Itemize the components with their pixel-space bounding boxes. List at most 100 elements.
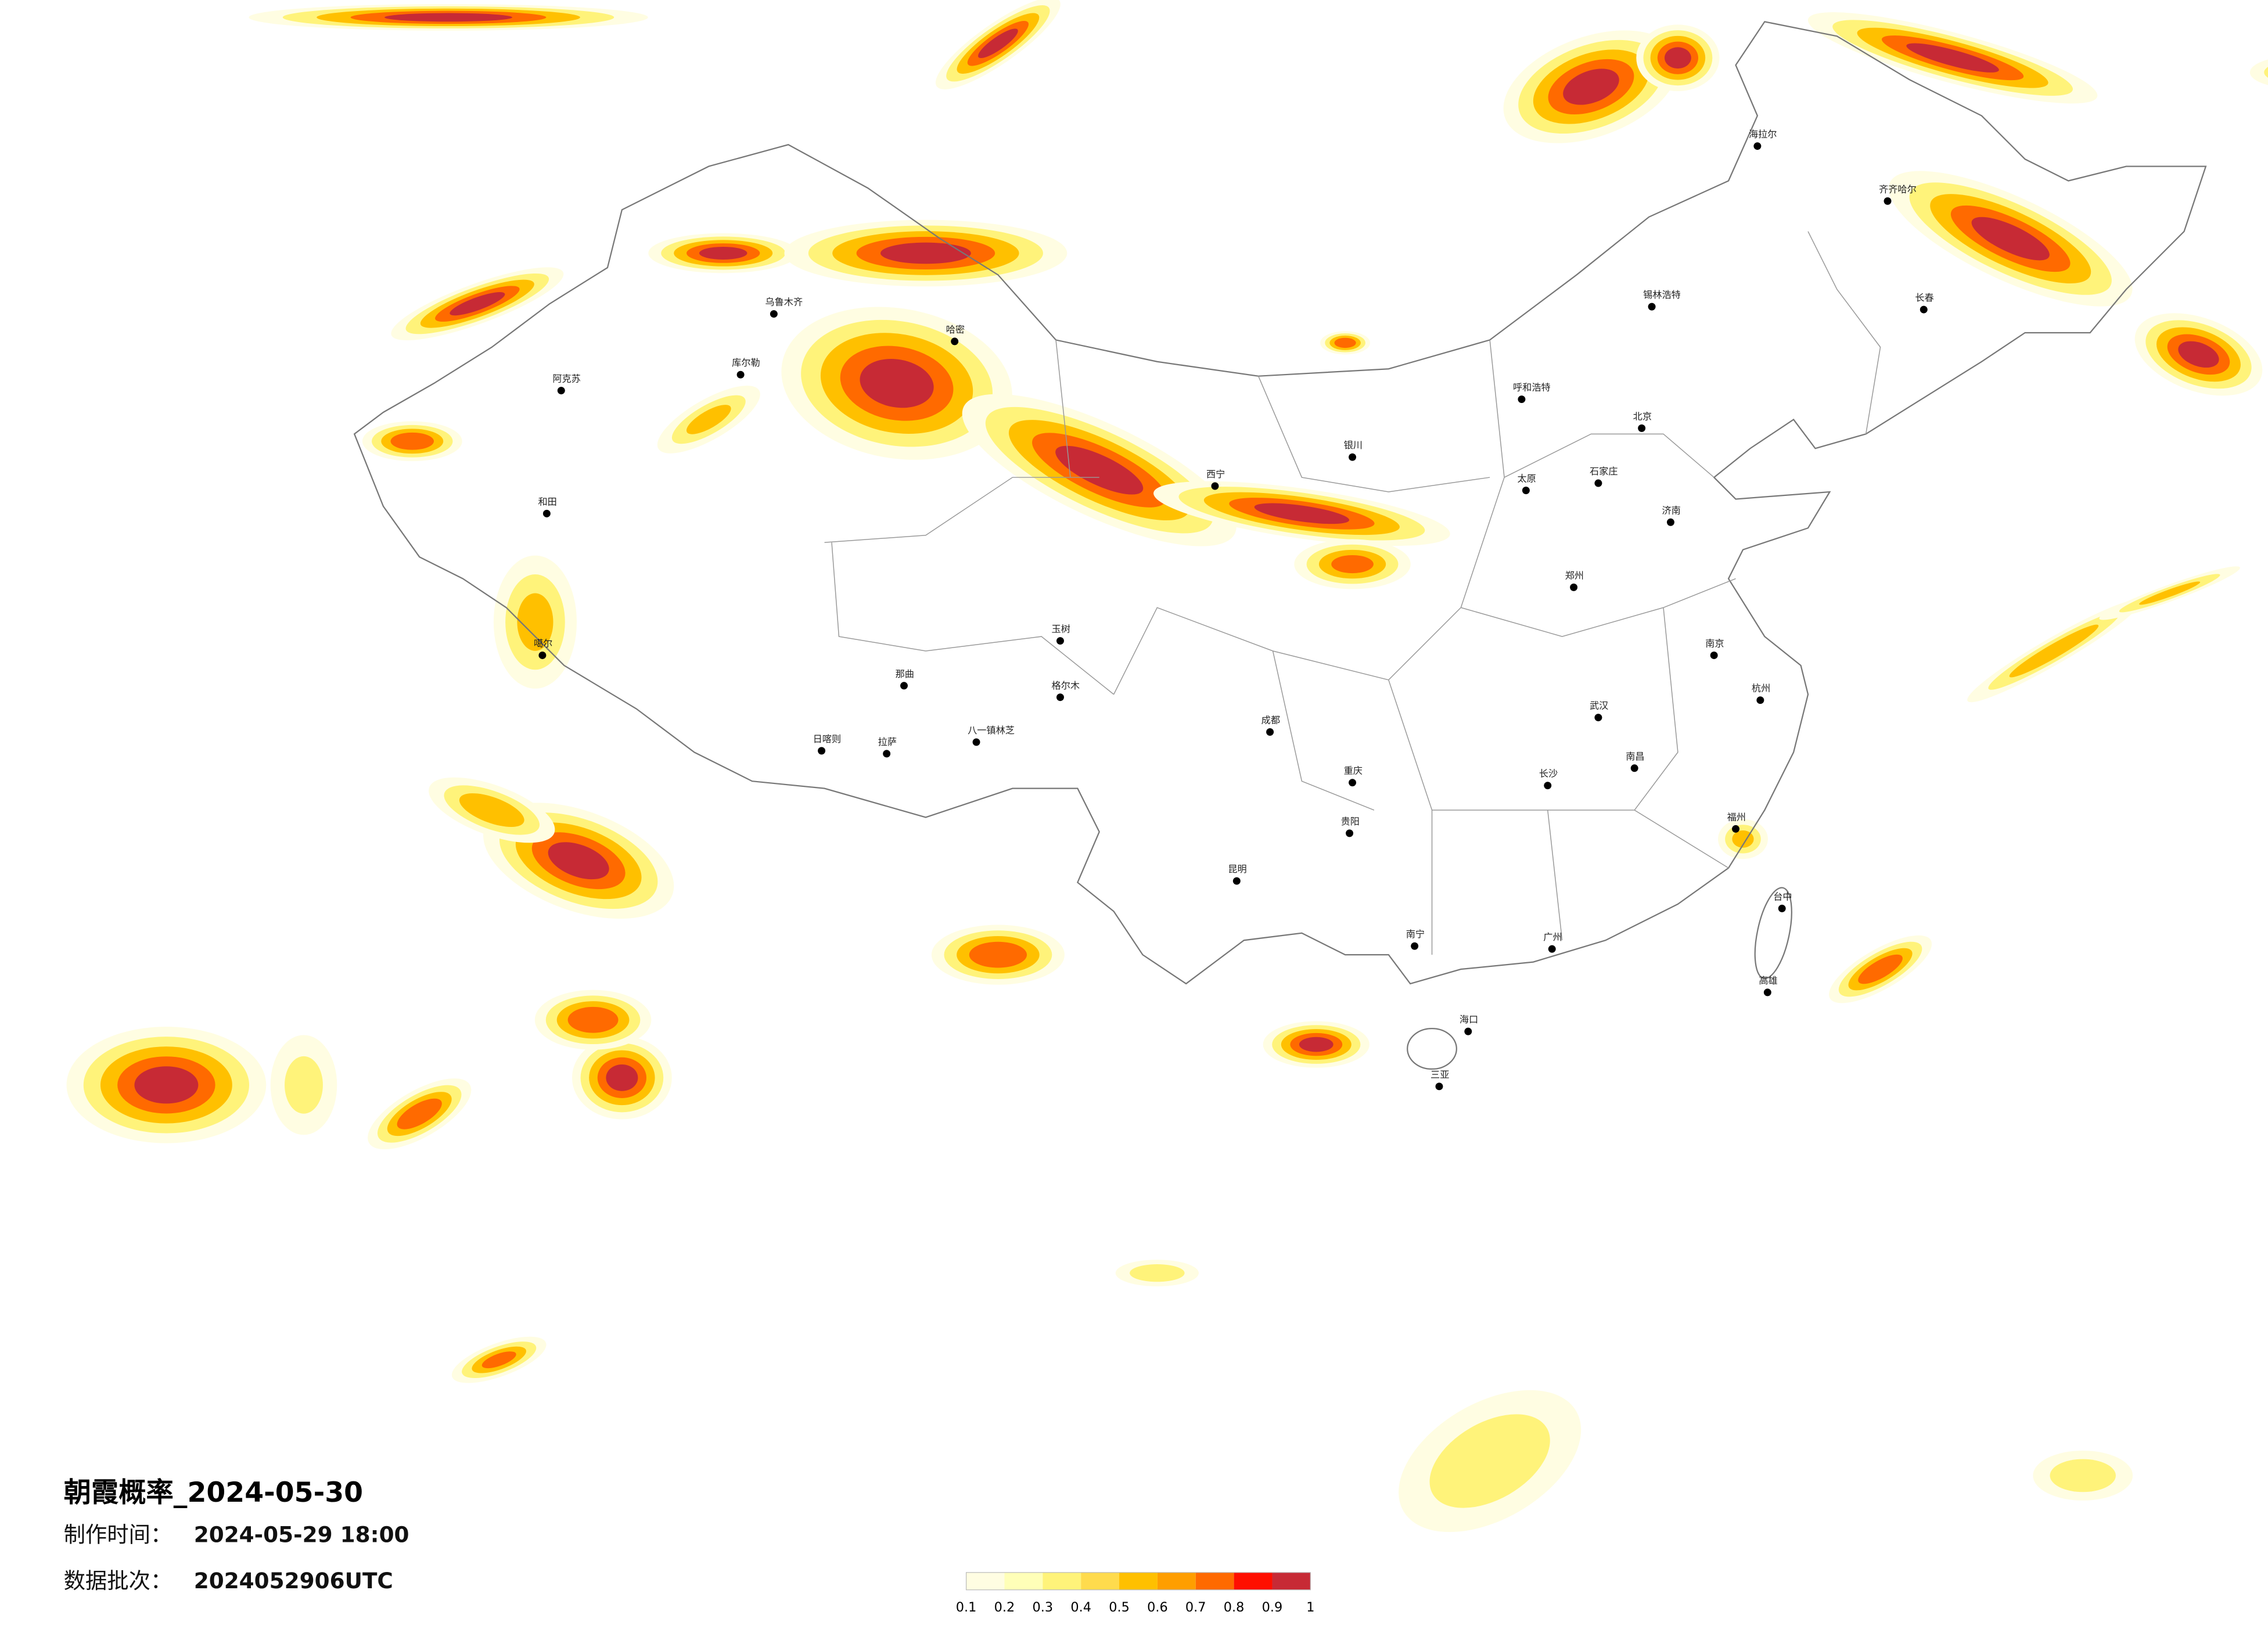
city-label: 高雄 [1759, 975, 1777, 986]
city-dot [1570, 583, 1578, 591]
probability-patch [1331, 555, 1374, 574]
probability-patch [969, 941, 1027, 968]
city-label: 和田 [538, 496, 556, 507]
probability-patch [699, 246, 747, 260]
city-dot [972, 738, 980, 746]
city-dot [1349, 779, 1357, 787]
province-lines [824, 231, 1881, 955]
city-label: 武汉 [1590, 700, 1608, 711]
city-dot [1710, 651, 1718, 659]
city-label: 贵阳 [1341, 816, 1360, 827]
probability-patch [517, 593, 553, 651]
colorbar-swatch [1081, 1572, 1120, 1590]
city-dot [1435, 1082, 1443, 1091]
city-label: 呼和浩特 [1513, 382, 1551, 393]
city-dot [1522, 487, 1530, 494]
probability-patch [1732, 830, 1754, 848]
colorbar-tick-label: 0.7 [1185, 1600, 1206, 1615]
city-label: 成都 [1261, 715, 1280, 726]
probability-patch [481, 1351, 516, 1369]
city-label: 长春 [1915, 292, 1933, 303]
taiwan [1754, 887, 1792, 980]
city-dot [1056, 637, 1064, 645]
colorbar-tick-label: 0.1 [956, 1600, 977, 1615]
city-dot [538, 651, 547, 659]
city-dot [1349, 453, 1357, 461]
city-dot [1648, 303, 1656, 311]
probability-patch [2178, 341, 2219, 368]
city-label: 石家庄 [1590, 466, 1618, 477]
probability-patch [1254, 503, 1350, 524]
china-outline [353, 21, 2207, 985]
city-dot [1638, 424, 1646, 432]
city-dot [1884, 197, 1892, 205]
city-dot [1464, 1027, 1472, 1035]
city-label: 锡林浩特 [1643, 289, 1681, 300]
colorbar-swatch [1043, 1572, 1081, 1590]
hainan [1407, 1028, 1457, 1070]
city-label: 南昌 [1626, 751, 1644, 762]
city-label: 长沙 [1539, 768, 1558, 779]
probability-patch [548, 842, 609, 880]
colorbar-swatch [1272, 1572, 1311, 1590]
city-dot [1056, 693, 1064, 702]
probability-patch [2249, 59, 2268, 85]
city-label: 济南 [1662, 505, 1681, 516]
probability-patch [1971, 217, 2050, 261]
city-label: 玉树 [1052, 624, 1070, 635]
city-dot [1756, 696, 1764, 704]
city-dot [883, 750, 891, 758]
city-label: 昆明 [1228, 864, 1246, 875]
city-label: 噶尔 [534, 638, 552, 649]
city-label: 西宁 [1206, 469, 1225, 480]
city-dot [770, 310, 778, 318]
city-label: 哈密 [946, 324, 965, 335]
colorbar-tick-label: 0.2 [994, 1600, 1015, 1615]
city-label: 八一镇林芝 [968, 725, 1015, 736]
probability-patch [397, 1098, 442, 1129]
probability-patch [2050, 1459, 2116, 1492]
colorbar-swatch [1234, 1572, 1273, 1590]
probability-patch [450, 292, 505, 316]
probability-patch [1563, 69, 1619, 105]
colorbar-tick-label: 0.4 [1070, 1600, 1091, 1615]
city-dot [900, 682, 908, 690]
city-dot [736, 370, 745, 379]
colorbar-tick-label: 0.5 [1109, 1600, 1130, 1615]
probability-patch [2009, 624, 2099, 678]
colorbar: 0.1 0.2 0.3 0.4 0.5 0.6 0.7 0.8 0.9 1 [956, 1572, 1314, 1615]
city-dot [1518, 395, 1526, 404]
city-label: 南宁 [1406, 929, 1425, 940]
produced-value: 2024-05-29 18:00 [194, 1522, 409, 1548]
probability-patch [606, 1064, 638, 1091]
city-label: 银川 [1344, 440, 1363, 451]
colorbar-swatch [1004, 1572, 1043, 1590]
probability-patch [1130, 1264, 1185, 1282]
city-dot [1666, 518, 1674, 526]
city-label: 福州 [1727, 811, 1746, 822]
city-label: 海口 [1460, 1014, 1478, 1025]
probability-patch [1429, 1414, 1550, 1508]
probability-patch [860, 359, 934, 408]
probability-patch [2264, 67, 2268, 78]
city-dot [1411, 942, 1419, 950]
probability-patch [384, 13, 513, 22]
city-dot [557, 387, 565, 395]
city-label: 库尔勒 [732, 357, 760, 368]
city-dot [1544, 782, 1552, 790]
probability-patch [134, 1066, 199, 1104]
city-dot [1594, 479, 1602, 487]
colorbar-frame [965, 1572, 1311, 1591]
probability-patch [880, 242, 971, 264]
probability-patch [2139, 581, 2201, 605]
city-label: 格尔木 [1052, 680, 1080, 691]
probability-patch [1334, 337, 1356, 348]
batch-label: 数据批次： [64, 1568, 172, 1593]
probability-field [66, 0, 2268, 1533]
city-label: 海拉尔 [1749, 129, 1777, 140]
city-label: 北京 [1633, 411, 1652, 422]
probability-patch [459, 793, 524, 827]
city-label: 日喀则 [813, 733, 842, 744]
